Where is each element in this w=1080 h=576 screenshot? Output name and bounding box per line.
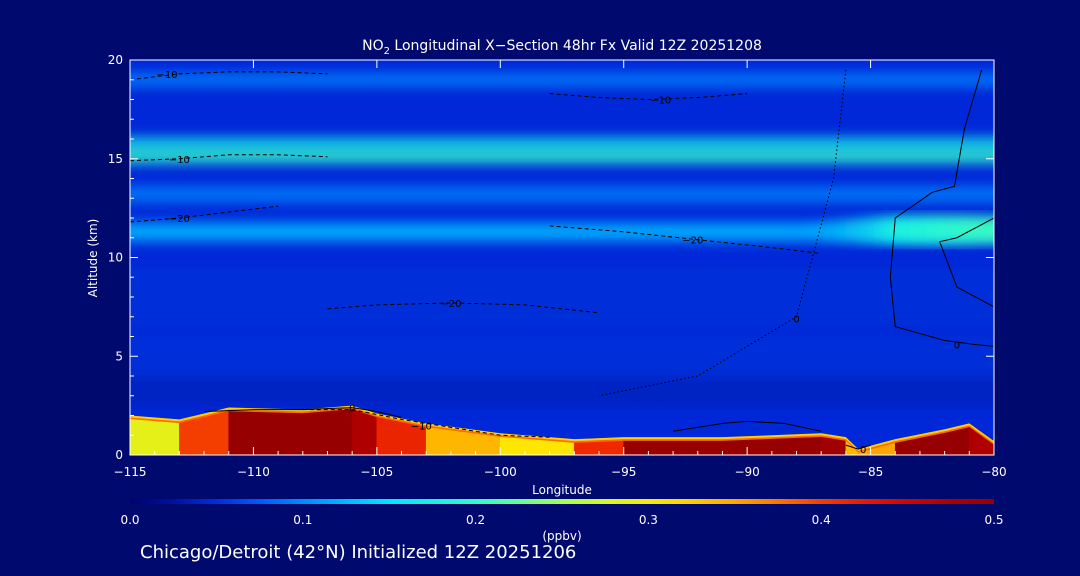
concentration-bands — [130, 72, 994, 407]
surface-segment — [179, 411, 230, 455]
contour-label: −10 — [650, 96, 671, 107]
surface-segment — [672, 440, 723, 455]
contour-line — [130, 205, 279, 223]
x-tick-label: −95 — [611, 465, 636, 479]
surface-segment — [969, 426, 994, 455]
colorbar-ticks: 0.0 0.1 0.2 0.3 0.4 0.5 — [120, 513, 1003, 527]
y-tick-label: 0 — [115, 448, 123, 462]
colorbar-tick-label: 0.1 — [293, 513, 312, 527]
y-tick-label: 15 — [108, 152, 123, 166]
contour-line — [130, 154, 328, 162]
surface-segment — [771, 436, 822, 455]
x-tick-label: −100 — [484, 465, 517, 479]
footer-caption: Chicago/Detroit (42°N) Initialized 12Z 2… — [140, 542, 577, 563]
colorbar-tick-label: 0.4 — [812, 513, 831, 527]
y-tick-label: 20 — [108, 53, 123, 67]
colorbar-scale — [130, 499, 994, 504]
contour-line — [204, 407, 402, 418]
contour-label: 0 — [349, 404, 355, 415]
band-group — [130, 72, 994, 407]
contour-line — [845, 444, 871, 450]
contour-line — [673, 420, 822, 432]
concentration-band — [130, 150, 994, 163]
contour-line — [549, 93, 748, 101]
y-tick-label: 5 — [115, 349, 123, 363]
surface-segment — [302, 409, 353, 455]
x-tick-label: −115 — [114, 465, 147, 479]
concentration-band — [130, 267, 994, 327]
contour-line — [549, 225, 822, 255]
colorbar-tick-label: 0.3 — [639, 513, 658, 527]
jet-maximum — [796, 215, 994, 244]
contour-label: 0 — [793, 315, 799, 326]
contour-label: −20 — [682, 236, 703, 247]
x-axis-label: Longitude — [532, 483, 592, 497]
contour-label: −10 — [411, 421, 432, 432]
concentration-band — [130, 72, 994, 87]
colorbar: 0.0 0.1 0.2 0.3 0.4 0.5 (ppbv) — [120, 499, 1004, 543]
surface-segment — [425, 427, 501, 455]
concentration-band — [130, 336, 994, 377]
contour-line — [889, 69, 994, 347]
contour-line — [130, 71, 328, 81]
surface-segment — [351, 409, 378, 455]
contour-label: −20 — [440, 299, 461, 310]
concentration-band — [130, 376, 994, 407]
concentration-band — [130, 222, 994, 241]
surface-segment — [820, 436, 847, 455]
surface-segment — [130, 419, 180, 455]
contour-line — [598, 69, 847, 397]
colorbar-tick-label: 0.0 — [120, 513, 139, 527]
x-tick-label: −85 — [858, 465, 883, 479]
concentration-band — [130, 137, 994, 148]
colorbar-tick-label: 0.2 — [466, 513, 485, 527]
x-tick-label: −80 — [981, 465, 1006, 479]
x-axis: −115 −110 −105 −100 −95 −90 −85 −80 — [114, 60, 1007, 479]
plot-area: −10 −10 −20 −10 −20 −20 0 0 −10 0 0 — [130, 60, 994, 456]
contour-line — [939, 217, 994, 308]
contour-label: −10 — [169, 155, 190, 166]
x-tick-label: −105 — [360, 465, 393, 479]
y-tick-label: 10 — [108, 251, 123, 265]
y-axis: 0 5 10 15 20 — [108, 53, 994, 462]
colorbar-tick-label: 0.5 — [984, 513, 1003, 527]
contour-label: 0 — [860, 445, 866, 456]
contour-lines: −10 −10 −20 −10 −20 −20 0 0 −10 0 0 — [130, 69, 994, 456]
contour-label: −10 — [156, 70, 177, 81]
x-tick-label: −110 — [237, 465, 270, 479]
surface-segment — [376, 417, 427, 455]
y-axis-label: Altitude (km) — [86, 219, 100, 298]
contour-label: −20 — [169, 214, 190, 225]
colorbar-label: (ppbv) — [542, 529, 581, 543]
x-tick-label: −90 — [734, 465, 759, 479]
concentration-band — [130, 186, 994, 203]
chart-title: NO2 Longitudinal X−Section 48hr Fx Valid… — [362, 38, 762, 57]
surface-segment — [944, 426, 970, 455]
surface-layer — [130, 405, 994, 455]
surface-segment — [857, 442, 896, 455]
contour-label: 0 — [954, 340, 960, 351]
surface-segment — [845, 440, 859, 455]
surface-segment — [228, 411, 304, 455]
